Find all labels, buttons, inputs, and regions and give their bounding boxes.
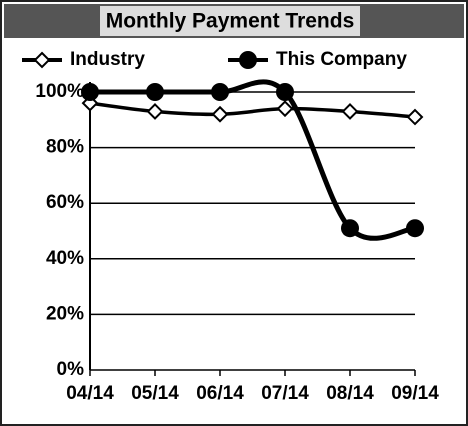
legend-marker [239, 51, 257, 69]
y-tick-label: 60% [46, 192, 84, 213]
y-tick-label: 80% [46, 137, 84, 158]
legend-label: This Company [276, 49, 407, 70]
chart-title: Monthly Payment Trends [106, 10, 355, 33]
y-tick-label: 0% [57, 359, 85, 380]
y-tick-label: 20% [46, 303, 84, 324]
point-marker [406, 219, 424, 238]
x-tick-label: 05/14 [131, 383, 179, 404]
point-marker [81, 83, 99, 101]
x-tick-label: 07/14 [261, 383, 309, 404]
x-tick-label: 09/14 [391, 383, 439, 404]
point-marker [146, 103, 164, 120]
x-tick-label: 06/14 [196, 383, 244, 404]
point-marker [406, 108, 424, 126]
y-tick-label: 40% [46, 248, 84, 269]
point-marker [276, 83, 294, 101]
point-marker [276, 100, 294, 118]
point-marker [211, 105, 229, 123]
point-marker [146, 83, 164, 101]
x-tick-label: 04/14 [66, 383, 114, 404]
x-tick-label: 08/14 [326, 383, 374, 404]
legend-marker [33, 51, 51, 69]
point-marker [341, 219, 359, 238]
y-tick-label: 100% [35, 81, 84, 102]
legend-label: Industry [70, 49, 145, 70]
title-highlight [100, 6, 360, 36]
point-marker [341, 103, 359, 120]
point-marker [211, 83, 229, 101]
